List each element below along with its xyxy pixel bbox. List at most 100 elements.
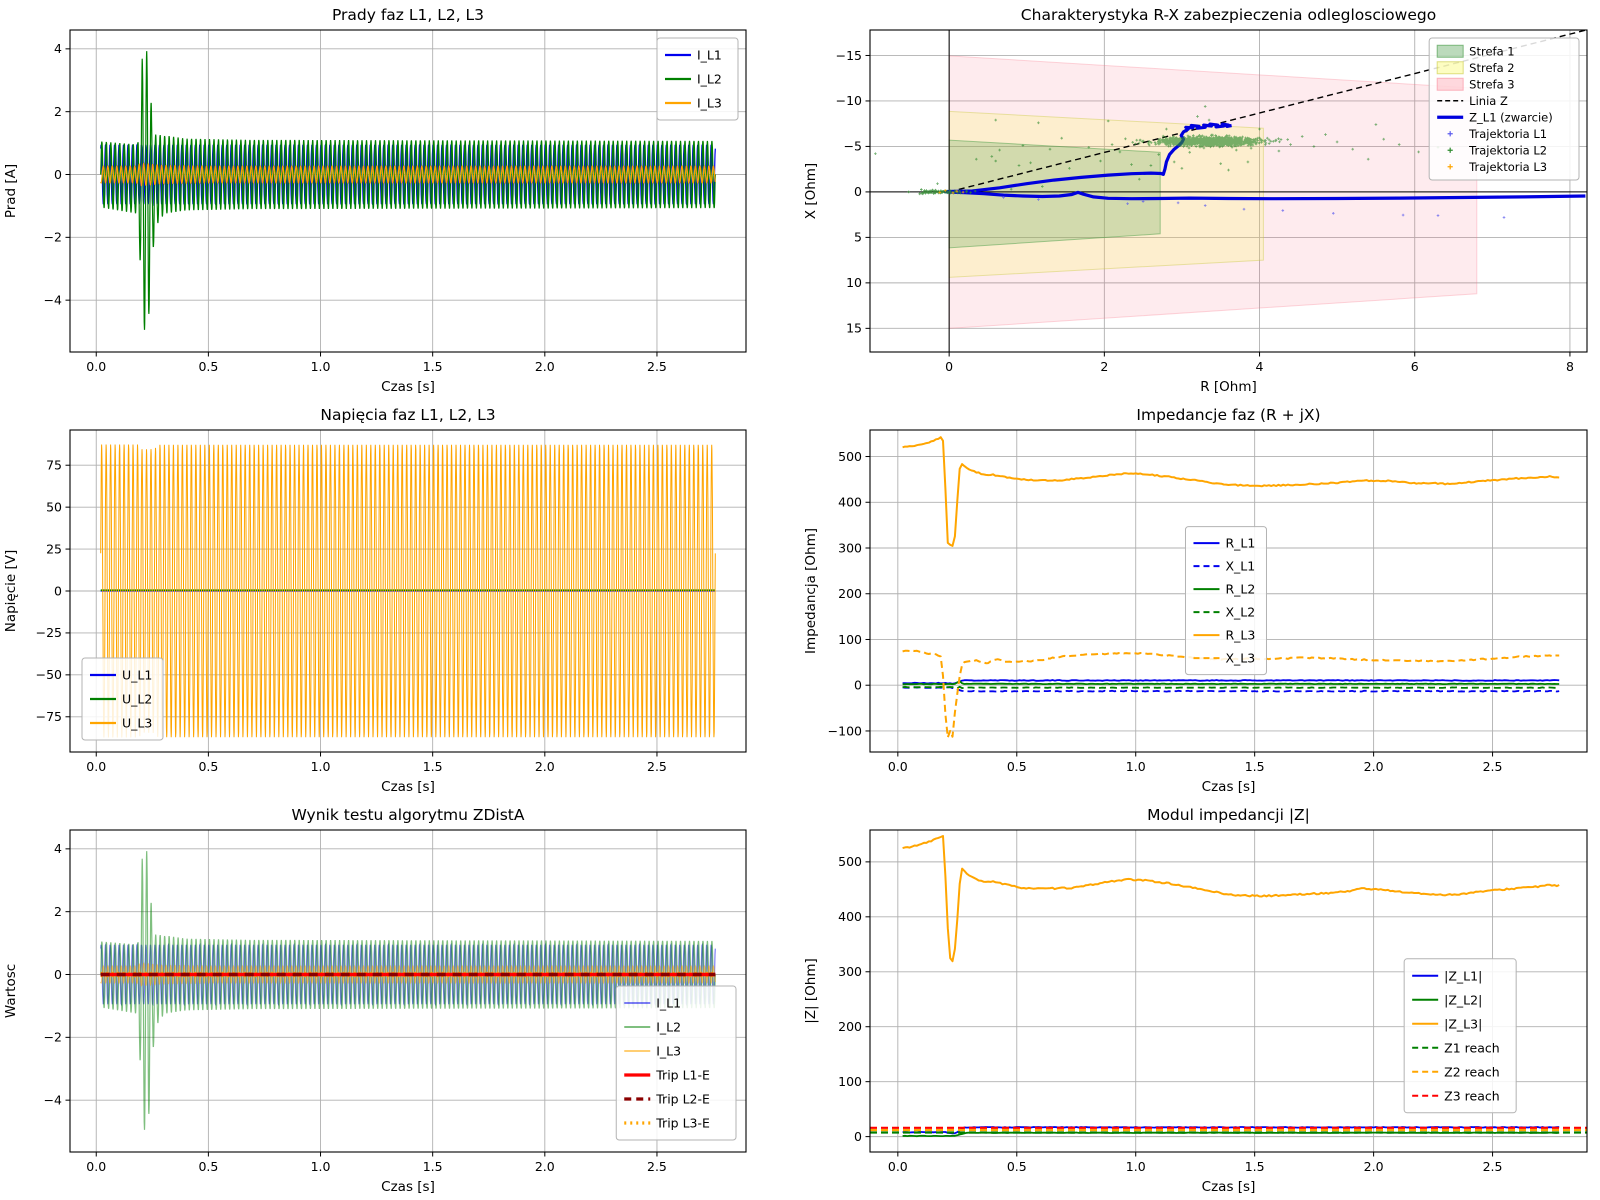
voltages-legend-box: [81, 657, 164, 741]
legend-entry-Trajektoria-L2-label: Trajektoria L2: [1468, 143, 1547, 157]
tick-label-y: 0: [854, 1129, 862, 1144]
voltages-legend: U_L1 U_L2 U_L3: [81, 657, 164, 741]
tick-label-x: 2.0: [1364, 1159, 1384, 1174]
legend-entry-R_L1-label: R_L1: [1225, 536, 1255, 551]
tick-label-x: 6: [1411, 359, 1419, 374]
tick-label-x: 0.5: [198, 1159, 218, 1174]
legend-entry-X_L1-label: X_L1: [1225, 559, 1255, 574]
tick-label-y: −4: [44, 292, 62, 307]
impedances-plot-layer: [902, 436, 1560, 739]
zmod-ylabel: |Z| [Ohm]: [803, 958, 819, 1024]
legend-entry-I_L2-label: I_L2: [697, 72, 722, 87]
tick-label-y: 0: [854, 678, 862, 693]
legend-entry-R_L3-label: R_L3: [1225, 628, 1255, 643]
tick-label-y: 200: [838, 586, 862, 601]
tick-label-y: 100: [838, 1074, 862, 1089]
voltages-plot-layer: [100, 444, 716, 738]
tick-label-x: 1.5: [1245, 759, 1265, 774]
zmod-plot-layer: [870, 835, 1587, 1138]
tick-label-y: 200: [838, 1019, 862, 1034]
legend-entry-Strefa-2-label: Strefa 2: [1469, 61, 1514, 75]
legend-entry-Z2-reach-label: Z2 reach: [1444, 1064, 1500, 1079]
currents-legend: I_L1 I_L2 I_L3: [656, 37, 739, 121]
tick-label-x: 0.0: [888, 1159, 908, 1174]
impedances-title: Impedancje faz (R + jX): [1136, 406, 1320, 424]
tick-label-y: −10: [836, 93, 862, 108]
tick-label-x: 1.0: [311, 1159, 331, 1174]
tick-label-y: 50: [46, 499, 62, 514]
zmod-series-|Z_L1|: [902, 1126, 1560, 1135]
zmod-legend: |Z_L1| |Z_L2| |Z_L3| Z1 reach Z2 reach Z3 rea…: [1403, 958, 1517, 1114]
voltages-ylabel: Napięcie [V]: [3, 550, 19, 633]
voltages-xlabel: Czas [s]: [381, 779, 435, 795]
tick-label-x: 1.5: [423, 759, 443, 774]
tick-label-y: −5: [844, 139, 862, 154]
legend-entry-U_L1-label: U_L1: [122, 668, 152, 683]
tick-label-y: −15: [836, 48, 862, 63]
impedances-ylabel: Impedancja [Ohm]: [803, 528, 819, 654]
tick-label-x: 1.5: [1245, 1159, 1265, 1174]
impedances-series-R_L1: [902, 679, 1560, 685]
tick-label-y: 0: [54, 167, 62, 182]
zmod-spines: [869, 829, 1588, 1153]
zmod-series-|Z_L2|: [902, 1131, 1560, 1138]
legend-entry-Strefa-1-swatch: [1436, 44, 1464, 58]
voltages-series-U_L3: [100, 444, 716, 738]
chart-phase-currents: 0.0 0.5 1.0 1.5 2.0 2.5 −4 −2 0 2 4 Prady faz L1, L…: [0, 0, 800, 400]
impedances-xlabel: Czas [s]: [1202, 779, 1256, 795]
legend-entry-I_L3-label: I_L3: [656, 1044, 681, 1059]
legend-entry-Strefa-3-label: Strefa 3: [1469, 77, 1514, 91]
tick-label-y: 500: [838, 449, 862, 464]
tick-label-x: 0.5: [1007, 759, 1027, 774]
currents-series-I_L3: [100, 162, 716, 187]
impedances-series-X_L3: [902, 649, 1560, 739]
tick-label-y: 25: [46, 541, 62, 556]
legend-entry-X_L3-label: X_L3: [1225, 651, 1255, 666]
tick-label-y: 2: [54, 904, 62, 919]
legend-entry-Z_L1-zwarcie--label: Z_L1 (zwarcie): [1469, 110, 1553, 124]
legend-entry-|Z_L1|-label: |Z_L1|: [1444, 968, 1482, 983]
tick-label-y: −4: [44, 1092, 62, 1107]
rx-series-Trajektoria-L2: [907, 188, 977, 196]
tick-label-x: 1.5: [423, 359, 443, 374]
tick-label-y: −2: [44, 1030, 62, 1045]
legend-entry-I_L3-label: I_L3: [697, 96, 722, 111]
tick-label-y: 0: [854, 184, 862, 199]
legend-entry-|Z_L2|-label: |Z_L2|: [1444, 992, 1482, 1007]
tick-label-y: 10: [846, 275, 862, 290]
tick-label-x: 2.5: [647, 759, 667, 774]
zmod-title: Modul impedancji |Z|: [1147, 806, 1310, 824]
voltages-ticks: 0.0 0.5 1.0 1.5 2.0 2.5 −75 −50 −25 0 25 50 75: [36, 458, 667, 774]
tick-label-x: 2.0: [535, 759, 555, 774]
tick-label-x: 1.0: [311, 359, 331, 374]
currents-legend-box: [656, 37, 739, 121]
tick-label-y: −75: [36, 709, 62, 724]
rx-title: Charakterystyka R-X zabezpieczenia odleg…: [1021, 6, 1436, 24]
zdista-plot-layer: [100, 851, 716, 1130]
tick-label-y: 400: [838, 495, 862, 510]
impedances-series-R_L3: [902, 436, 1560, 547]
tick-label-x: 0.5: [198, 759, 218, 774]
tick-label-x: 2.5: [647, 1159, 667, 1174]
zdista-title: Wynik testu algorytmu ZDistA: [292, 806, 525, 824]
tick-label-x: 8: [1566, 359, 1574, 374]
legend-entry-Trajektoria-L2-marker: [1447, 147, 1453, 153]
tick-label-x: 1.5: [423, 1159, 443, 1174]
legend-entry-|Z_L3|-label: |Z_L3|: [1444, 1016, 1482, 1031]
chart-rx-characteristic: 0 2 4 6 8 −15 −10 −5 0 5 10 15 Charakterystyka R-X z…: [800, 0, 1600, 400]
tick-label-y: 400: [838, 909, 862, 924]
zmod-series-|Z_L3|: [902, 835, 1560, 963]
zmod-ticks: 0.0 0.5 1.0 1.5 2.0 2.5 0 100 200 300 400 500: [838, 854, 1502, 1174]
zdista-spines: [69, 829, 747, 1153]
legend-entry-Strefa-1-label: Strefa 1: [1469, 44, 1514, 58]
tick-label-x: 0.5: [1007, 1159, 1027, 1174]
tick-label-x: 2.0: [535, 359, 555, 374]
rx-ticks: 0 2 4 6 8 −15 −10 −5 0 5 10 15: [836, 48, 1574, 374]
legend-entry-Trajektoria-L1-marker: [1447, 131, 1453, 137]
tick-label-y: 500: [838, 854, 862, 869]
tick-label-y: 75: [46, 458, 62, 473]
legend-entry-Trip-L2-E-label: Trip L2-E: [655, 1092, 710, 1107]
zdista-xlabel: Czas [s]: [381, 1179, 435, 1195]
zdista-ylabel: Wartosc: [3, 964, 19, 1018]
